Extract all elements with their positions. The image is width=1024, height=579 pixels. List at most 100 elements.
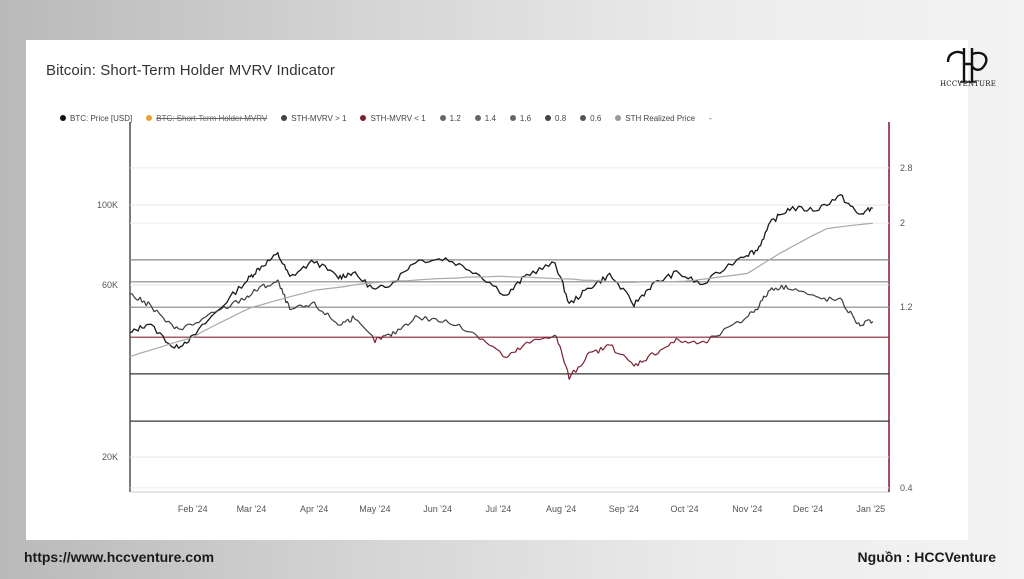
series-segment bbox=[742, 318, 746, 322]
series-segment bbox=[135, 298, 139, 301]
series-segment bbox=[862, 320, 866, 326]
series-segment bbox=[723, 326, 729, 330]
series-segment bbox=[560, 350, 564, 358]
legend-item[interactable]: BTC: Short-Term Holder MVRV bbox=[146, 114, 267, 123]
series-segment bbox=[364, 328, 368, 332]
series-segment bbox=[263, 283, 267, 289]
series-segment bbox=[347, 318, 351, 323]
series-segment bbox=[647, 353, 651, 358]
series-segment bbox=[597, 347, 602, 354]
series-segment bbox=[249, 294, 252, 297]
series-segment bbox=[630, 361, 635, 367]
series-segment bbox=[492, 345, 497, 350]
legend-item[interactable]: 0.6 bbox=[580, 114, 601, 123]
legend-swatch bbox=[146, 115, 153, 121]
series-segment bbox=[777, 288, 781, 291]
legend-item[interactable]: STH-MVRV > 1 bbox=[281, 114, 346, 123]
series-segment bbox=[804, 291, 808, 295]
legend-item[interactable]: STH Realized Price bbox=[615, 114, 695, 123]
series-segment bbox=[679, 340, 683, 344]
series-segment bbox=[278, 282, 282, 290]
x-tick-label: Apr '24 bbox=[300, 504, 328, 514]
series-segment bbox=[696, 342, 701, 345]
series-segment bbox=[223, 305, 228, 310]
series-segment bbox=[168, 320, 173, 325]
series-segment bbox=[536, 338, 540, 341]
legend-label: 1.2 bbox=[449, 113, 461, 123]
y-left-tick-label: 60K bbox=[102, 280, 118, 290]
series-segment bbox=[582, 359, 586, 365]
series-segment bbox=[269, 283, 273, 287]
series-segment bbox=[184, 324, 188, 328]
series-segment bbox=[645, 356, 649, 362]
series-segment bbox=[300, 304, 304, 308]
series-segment bbox=[611, 344, 616, 353]
x-tick-label: Jul '24 bbox=[486, 504, 512, 514]
legend-item[interactable]: STH-MVRV < 1 bbox=[360, 114, 426, 123]
series-segment bbox=[321, 310, 326, 316]
legend-item[interactable]: 1.2 bbox=[439, 113, 461, 123]
legend-label: - bbox=[709, 113, 712, 123]
series-segment bbox=[532, 338, 537, 341]
series-segment bbox=[602, 346, 606, 351]
series-segment bbox=[801, 290, 805, 293]
legend-item[interactable]: 0.8 bbox=[545, 114, 566, 123]
series-segment bbox=[567, 370, 570, 380]
series-segment bbox=[617, 352, 621, 355]
series-segment bbox=[676, 337, 680, 342]
series-segment bbox=[858, 322, 861, 327]
series-segment bbox=[690, 340, 695, 343]
series-segment bbox=[699, 340, 704, 344]
legend-item[interactable]: 1.4 bbox=[474, 114, 496, 123]
series-segment bbox=[526, 341, 531, 344]
series-segment bbox=[162, 316, 167, 323]
series-segment bbox=[147, 301, 152, 307]
series-segment bbox=[584, 354, 588, 361]
series-segment bbox=[308, 302, 312, 307]
legend-item[interactable]: 1.6 bbox=[509, 114, 531, 123]
series-segment bbox=[761, 295, 765, 301]
legend-swatch bbox=[439, 115, 446, 121]
series-segment bbox=[412, 315, 416, 321]
series-segment bbox=[305, 305, 309, 307]
x-tick-label: Jun '24 bbox=[423, 504, 452, 514]
series-segment bbox=[539, 338, 543, 341]
legend-item[interactable]: - bbox=[709, 114, 712, 123]
series-segment bbox=[821, 297, 825, 300]
series-segment bbox=[763, 295, 766, 298]
series-segment bbox=[795, 288, 799, 292]
series-segment bbox=[614, 352, 618, 354]
series-segment bbox=[390, 331, 394, 337]
series-segment bbox=[551, 334, 556, 338]
series-segment bbox=[287, 303, 291, 310]
series-segment bbox=[514, 347, 519, 353]
series-segment bbox=[329, 317, 334, 322]
series-segment bbox=[829, 296, 833, 300]
series-segment bbox=[405, 323, 409, 326]
series-segment bbox=[342, 321, 346, 323]
series-segment bbox=[371, 335, 376, 343]
legend-item[interactable]: BTC: Price [USD] bbox=[60, 114, 132, 123]
series-segment bbox=[766, 290, 770, 297]
series-segment bbox=[775, 287, 779, 291]
series-segment bbox=[607, 344, 610, 346]
legend-label: BTC: Short-Term Holder MVRV bbox=[156, 113, 268, 123]
series-segment bbox=[781, 284, 785, 290]
series-segment bbox=[764, 295, 768, 298]
series-segment bbox=[462, 329, 467, 332]
series-segment bbox=[854, 319, 858, 325]
series-segment bbox=[826, 296, 831, 302]
series-segment bbox=[316, 307, 321, 312]
series-segment bbox=[407, 322, 411, 326]
series-segment bbox=[521, 343, 525, 348]
footer-url[interactable]: https://www.hccventure.com bbox=[24, 549, 215, 565]
x-tick-label: Jan '25 bbox=[856, 504, 885, 514]
x-tick-label: Oct '24 bbox=[670, 504, 698, 514]
series-segment bbox=[458, 323, 464, 330]
series-segment bbox=[250, 291, 254, 295]
series-segment bbox=[248, 295, 251, 298]
series-segment bbox=[628, 360, 632, 363]
series-segment bbox=[198, 318, 203, 323]
series-segment bbox=[524, 341, 528, 345]
